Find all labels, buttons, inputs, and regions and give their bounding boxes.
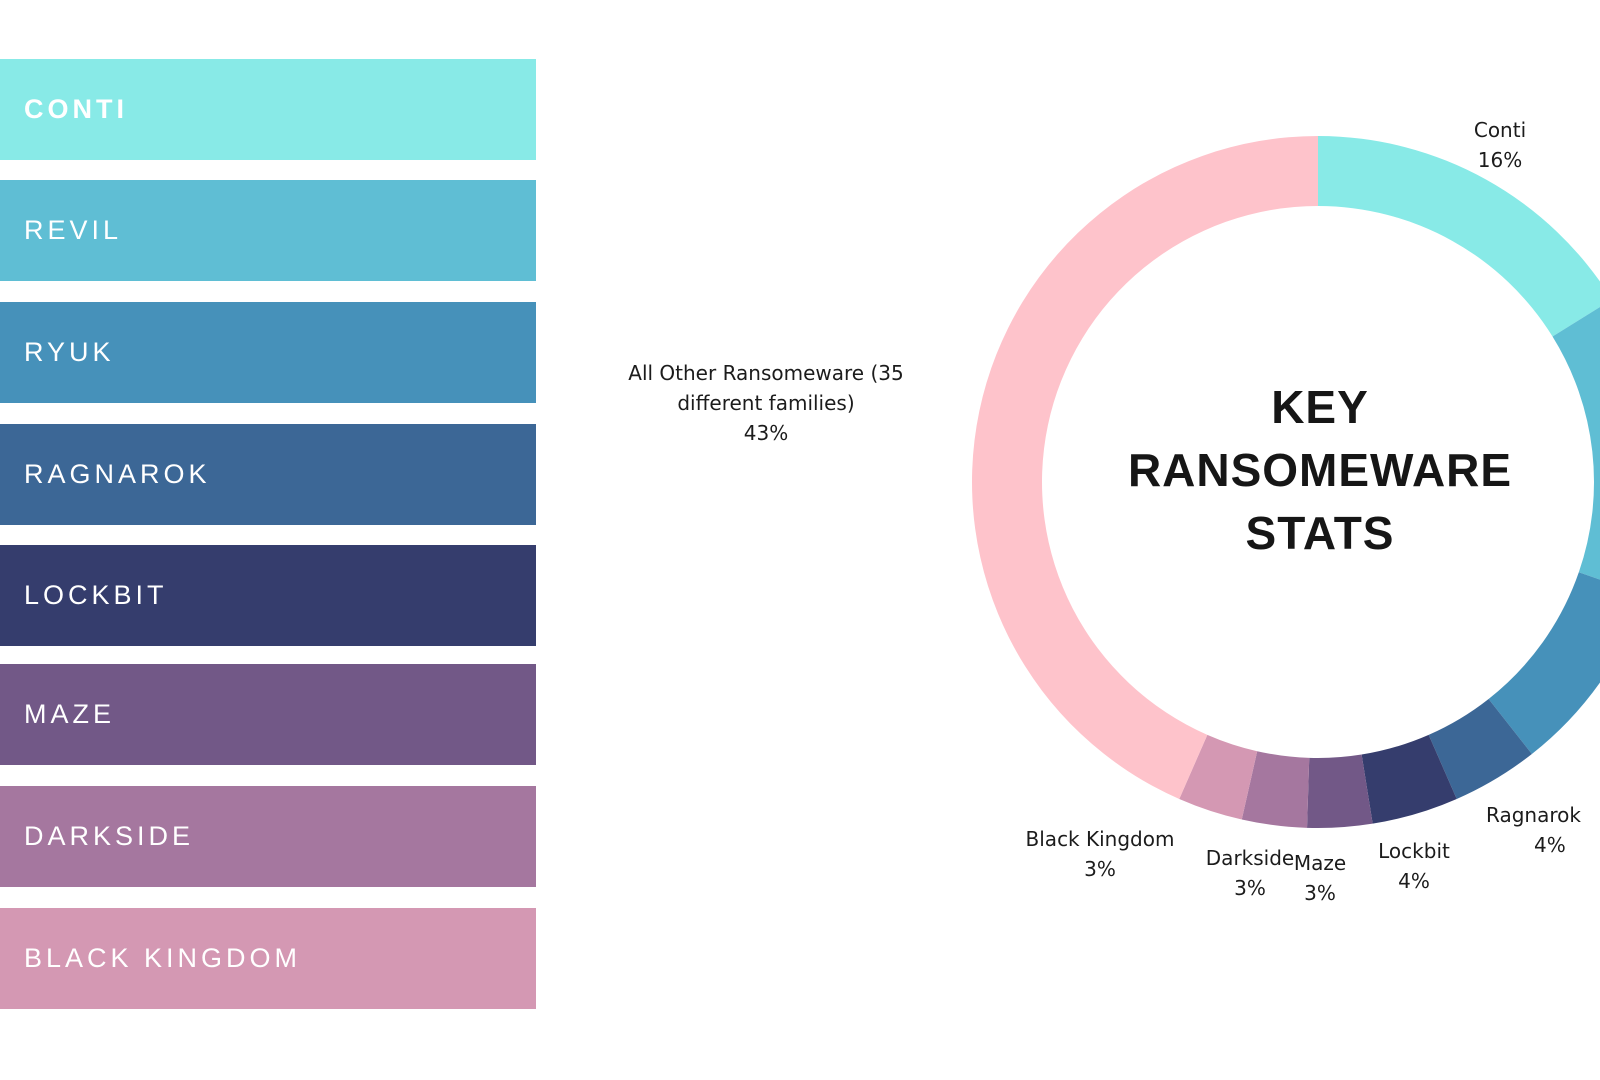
slice-label-pct: 3% (1234, 876, 1266, 900)
slice-label-pct: 43% (743, 421, 789, 445)
legend-label: LOCKBIT (24, 580, 168, 610)
slice-label-name: Black Kingdom (1025, 827, 1175, 851)
legend-item-ragnarok: RAGNAROK (0, 424, 536, 525)
legend-label: BLACK KINGDOM (24, 943, 302, 973)
slice-label-lockbit: Lockbit 4% (1364, 836, 1464, 896)
slice-revil (1552, 307, 1600, 580)
slice-ragnarok (1428, 698, 1532, 799)
legend-item-ryuk: RYUK (0, 302, 536, 403)
slice-label-pct: 16% (1477, 148, 1523, 172)
slice-ryuk (1488, 572, 1600, 754)
slice-label-ragnarok: Ragnarok 4% (1486, 800, 1600, 860)
chart-center-title: KEY RANSOMEWARE STATS (1070, 376, 1570, 565)
center-title-line: STATS (1245, 507, 1395, 559)
slice-darkside (1241, 751, 1310, 828)
slice-all-other-ransomeware-35-different-families (972, 136, 1318, 799)
slice-label-black-kingdom: Black Kingdom 3% (1010, 824, 1190, 884)
legend-label: CONTI (24, 94, 128, 124)
legend-item-black-kingdom: BLACK KINGDOM (0, 908, 536, 1009)
slice-label-pct: 3% (1084, 857, 1116, 881)
legend-item-maze: MAZE (0, 664, 536, 765)
legend-item-lockbit: LOCKBIT (0, 545, 536, 646)
legend-label: RAGNAROK (24, 459, 211, 489)
slice-lockbit (1361, 734, 1457, 824)
slice-label-darkside: Darkside 3% (1200, 843, 1300, 903)
slice-label-name: Darkside (1205, 846, 1295, 870)
slice-label-maze: Maze 3% (1282, 848, 1358, 908)
slice-label-pct: 4% (1534, 833, 1566, 857)
slice-label-conti: Conti 16% (1440, 115, 1560, 175)
legend-label: DARKSIDE (24, 821, 195, 851)
legend-label: RYUK (24, 337, 115, 367)
slice-label-name: Lockbit (1378, 839, 1450, 863)
slice-label-name: Maze (1293, 851, 1347, 875)
slice-label-pct: 3% (1304, 881, 1336, 905)
legend-label: MAZE (24, 699, 116, 729)
legend-item-darkside: DARKSIDE (0, 786, 536, 887)
slice-label-name: Ragnarok (1486, 803, 1581, 827)
slice-conti (1318, 136, 1600, 337)
center-title-line: RANSOMEWARE (1127, 444, 1513, 496)
slice-maze (1307, 754, 1373, 828)
slice-black-kingdom (1179, 734, 1258, 820)
legend-item-conti: CONTI (0, 59, 536, 160)
slice-label-pct: 4% (1398, 869, 1430, 893)
legend-item-revil: REVIL (0, 180, 536, 281)
slice-label-name: All Other Ransomeware (35 different fami… (628, 361, 904, 415)
slice-label-name: Conti (1473, 118, 1527, 142)
slice-label-all-other: All Other Ransomeware (35 different fami… (606, 358, 926, 448)
legend-label: REVIL (24, 215, 123, 245)
center-title-line: KEY (1271, 381, 1369, 433)
